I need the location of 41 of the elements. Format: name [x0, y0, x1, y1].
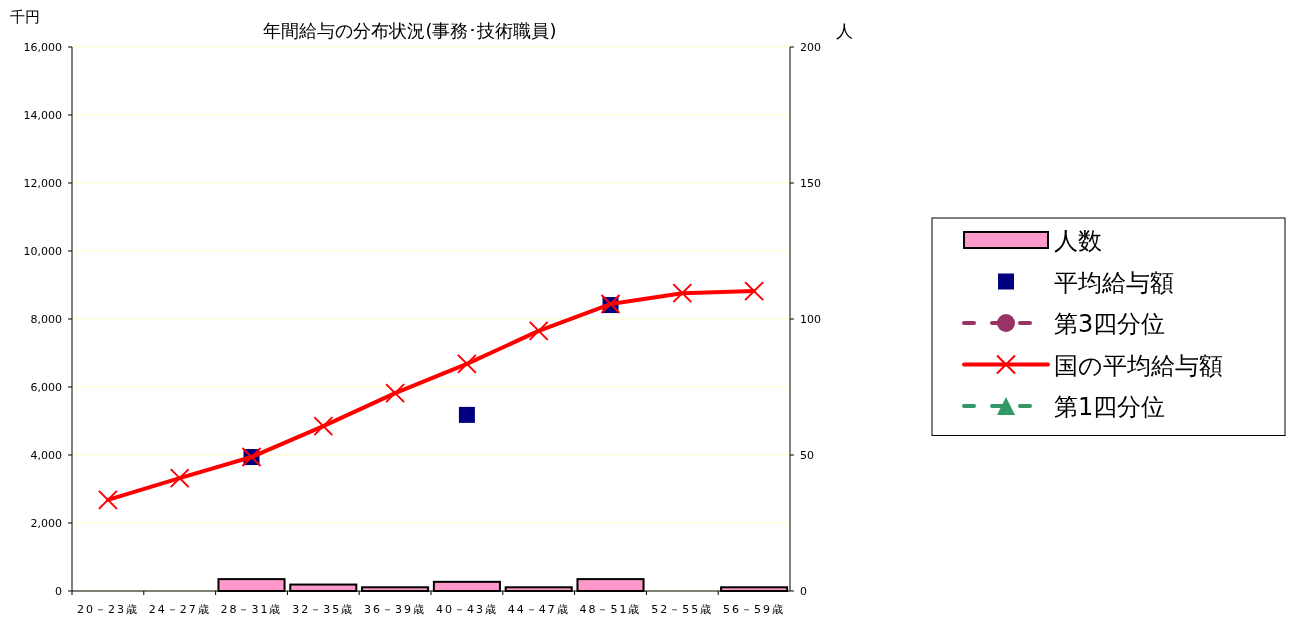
- legend-label: 人数: [1054, 227, 1102, 255]
- point: [672, 283, 693, 304]
- y2-tick-label: 50: [800, 449, 814, 462]
- legend-label: 国の平均給与額: [1054, 351, 1223, 380]
- chart-title: 年間給与の分布状況(事務･技術職員): [263, 20, 557, 41]
- y-axis-title: 千円: [10, 8, 40, 26]
- x-tick-label: 28－31歳: [220, 603, 283, 616]
- legend-label: 平均給与額: [1054, 268, 1174, 297]
- x-tick-label: 48－51歳: [579, 603, 642, 616]
- y-tick-label: 10,000: [23, 245, 62, 258]
- y-tick-label: 8,000: [30, 313, 62, 326]
- point: [528, 320, 549, 341]
- point: [313, 416, 334, 437]
- y2-tick-label: 0: [800, 585, 807, 598]
- x-tick-label: 40－43歳: [435, 603, 498, 616]
- x-tick-label: 20－23歳: [76, 603, 139, 616]
- x-tick-label: 32－35歳: [292, 603, 355, 616]
- y-tick-label: 4,000: [30, 449, 62, 462]
- x-tick-label: 56－59歳: [723, 603, 786, 616]
- y2-axis-title: 人: [836, 21, 853, 41]
- legend-label: 第3四分位: [1054, 310, 1166, 338]
- x-tick-label: 36－39歳: [364, 603, 427, 616]
- y-tick-label: 12,000: [23, 177, 62, 190]
- point: [456, 353, 477, 374]
- point: [458, 406, 475, 423]
- point: [97, 489, 118, 510]
- legend-label: 第1四分位: [1054, 393, 1166, 421]
- point: [744, 281, 765, 302]
- y-tick-label: 6,000: [30, 381, 62, 394]
- y2-tick-label: 150: [800, 177, 821, 190]
- x-tick-label: 24－27歳: [148, 603, 211, 616]
- y2-tick-label: 200: [800, 41, 821, 54]
- x-tick-label: 44－47歳: [507, 603, 570, 616]
- x-tick-label: 52－55歳: [651, 603, 714, 616]
- point: [385, 383, 406, 404]
- y2-tick-label: 100: [800, 313, 821, 326]
- y-tick-label: 0: [55, 585, 62, 598]
- point: [169, 468, 190, 489]
- y-tick-label: 2,000: [30, 517, 62, 530]
- y-tick-label: 16,000: [23, 41, 62, 54]
- y-tick-label: 14,000: [23, 109, 62, 122]
